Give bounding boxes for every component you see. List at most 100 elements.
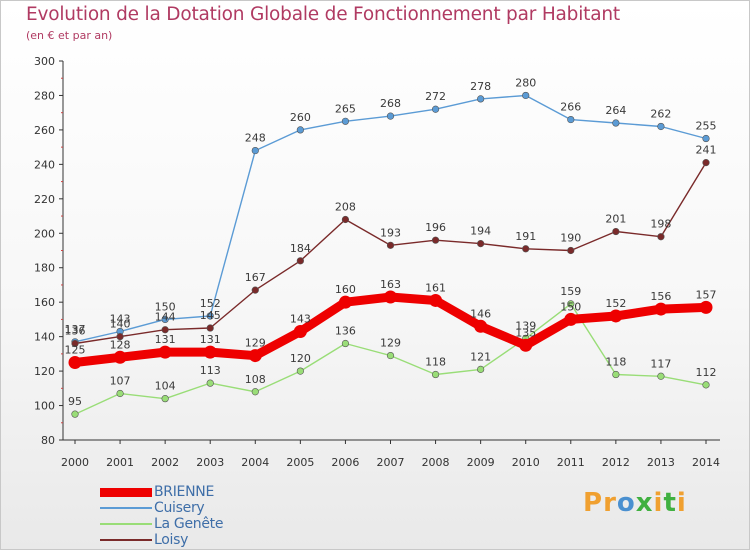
data-label: 201 — [605, 213, 626, 226]
data-label: 118 — [605, 356, 626, 369]
legend-label: Cuisery — [154, 500, 205, 516]
data-label: 137 — [65, 323, 86, 336]
data-label: 107 — [110, 374, 131, 387]
data-point — [609, 309, 623, 323]
data-point — [338, 295, 352, 309]
legend-swatch — [100, 523, 152, 525]
data-point — [474, 319, 488, 333]
line-chart: 80 100 120 140 160 180 200 220 240 260 280 300 2000 2… — [34, 55, 720, 469]
data-label: 160 — [335, 283, 356, 296]
data-label: 198 — [650, 218, 671, 231]
data-point — [519, 338, 533, 352]
y-tick-label: 280 — [34, 89, 55, 102]
data-label: 136 — [65, 325, 86, 338]
data-point — [296, 367, 304, 375]
logo-letter: i — [676, 488, 687, 518]
data-label: 120 — [290, 352, 311, 365]
data-point — [567, 115, 575, 124]
legend-label: BRIENNE — [154, 484, 214, 500]
x-tick-label: 2011 — [557, 456, 585, 469]
data-label: 121 — [470, 350, 491, 363]
x-tick-label: 2004 — [241, 456, 269, 469]
x-tick-label: 2003 — [196, 456, 224, 469]
data-label: 128 — [110, 338, 131, 351]
y-tick-label: 240 — [34, 158, 55, 171]
data-label: 163 — [380, 278, 401, 291]
data-point — [71, 339, 79, 348]
data-label: 268 — [380, 97, 401, 110]
x-tick-label: 2001 — [106, 456, 134, 469]
legend-item: Cuisery — [100, 500, 223, 516]
data-label: 264 — [605, 104, 626, 117]
data-point — [612, 370, 620, 379]
data-label: 190 — [560, 232, 581, 245]
data-label: 125 — [65, 343, 86, 356]
data-point — [116, 333, 124, 341]
y-tick-label: 300 — [34, 55, 55, 68]
data-point — [296, 126, 304, 134]
data-label: 184 — [290, 242, 311, 255]
y-tick-label: 160 — [34, 296, 55, 309]
y-tick-label: 80 — [41, 434, 55, 447]
data-point — [158, 345, 172, 359]
y-tick-label: 260 — [34, 124, 55, 137]
data-label: 193 — [380, 226, 401, 239]
data-label: 140 — [110, 318, 131, 331]
data-label: 131 — [155, 333, 176, 346]
x-tick-label: 2005 — [286, 456, 314, 469]
data-label: 108 — [245, 373, 266, 386]
data-label: 136 — [335, 325, 356, 338]
data-label: 150 — [560, 300, 581, 313]
data-point — [161, 315, 169, 324]
data-label: 135 — [515, 326, 536, 339]
data-label: 104 — [155, 380, 176, 393]
data-label: 157 — [696, 288, 717, 301]
data-label: 113 — [200, 364, 221, 377]
data-point — [203, 345, 217, 359]
data-label: 145 — [200, 309, 221, 322]
data-point — [657, 233, 665, 241]
data-point — [567, 300, 575, 308]
data-label: 143 — [290, 312, 311, 325]
data-point — [293, 324, 307, 338]
data-label: 131 — [200, 333, 221, 346]
data-label: 156 — [650, 290, 671, 303]
x-tick-label: 2008 — [422, 456, 450, 469]
logo-letter: x — [635, 488, 654, 518]
data-point — [702, 134, 710, 143]
data-label: 144 — [155, 311, 176, 324]
data-point — [251, 286, 259, 294]
chart-axes: 80 100 120 140 160 180 200 220 240 260 280 300 2000 2… — [34, 55, 720, 469]
legend-swatch — [100, 507, 152, 509]
data-point — [206, 312, 214, 320]
data-point — [702, 159, 710, 167]
data-label: 143 — [110, 312, 131, 325]
y-tick-label: 220 — [34, 193, 55, 206]
x-tick-label: 2013 — [647, 456, 675, 469]
data-point — [251, 388, 259, 396]
x-tick-label: 2012 — [602, 456, 630, 469]
data-label: 280 — [515, 76, 536, 89]
data-label: 194 — [470, 225, 491, 238]
data-label: 262 — [650, 107, 671, 120]
data-point — [564, 312, 578, 326]
data-label: 196 — [425, 221, 446, 234]
data-point — [699, 300, 713, 314]
data-point — [702, 381, 710, 389]
data-point — [296, 257, 304, 265]
data-label: 241 — [696, 144, 717, 157]
data-label: 129 — [245, 337, 266, 350]
legend-item: BRIENNE — [100, 484, 223, 500]
data-label: 208 — [335, 200, 356, 213]
data-point — [68, 355, 82, 369]
logo-letter: o — [616, 488, 636, 518]
chart-legend: BRIENNE Cuisery La Genête Loisy — [100, 484, 223, 548]
data-point — [206, 379, 214, 387]
data-point — [251, 146, 259, 155]
x-tick-label: 2006 — [331, 456, 359, 469]
chart-subtitle: (en € et par an) — [26, 29, 113, 42]
legend-swatch — [100, 539, 152, 541]
y-tick-label: 180 — [34, 262, 55, 275]
